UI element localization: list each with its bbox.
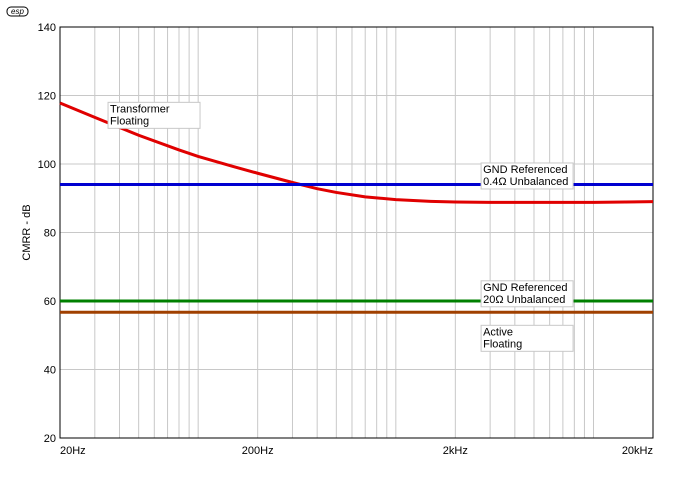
y-tick-label: 140 (38, 22, 56, 34)
annotation-text: 0.4Ω Unbalanced (483, 176, 568, 188)
y-tick-labels: 20 40 60 80 100 120 140 (38, 22, 56, 445)
y-tick-label: 100 (38, 159, 56, 171)
x-tick-label: 2kHz (443, 445, 468, 457)
annotation-box (480, 162, 574, 190)
y-axis-label: CMRR - dB (21, 204, 33, 260)
annotation-box (480, 280, 574, 308)
annotation-text: 20Ω Unbalanced (483, 294, 565, 306)
annotation-text: Transformer (110, 103, 170, 115)
annotation-text: GND Referenced (483, 164, 567, 176)
annotation-box (480, 324, 574, 352)
y-tick-label: 60 (44, 296, 56, 308)
annotation-text: Active (483, 326, 513, 338)
annotation-text: Floating (110, 115, 149, 127)
y-tick-label: 20 (44, 433, 56, 445)
x-tick-label: 20Hz (60, 445, 86, 457)
logo-badge: esp (6, 6, 29, 17)
series-line-1 (59, 101, 654, 204)
logo-text: esp (11, 7, 24, 16)
y-tick-label: 120 (38, 91, 56, 103)
plot-frame (59, 26, 654, 439)
grid (60, 27, 653, 438)
x-tick-label: 200Hz (242, 445, 274, 457)
annotation-text: Floating (483, 338, 522, 350)
annotation-box (107, 101, 201, 129)
y-tick-label: 80 (44, 228, 56, 240)
x-tick-label: 20kHz (622, 445, 653, 457)
x-tick-labels: 20Hz 200Hz 2kHz 20kHz (60, 445, 653, 457)
annotation-text: GND Referenced (483, 282, 567, 294)
y-tick-label: 40 (44, 365, 56, 377)
